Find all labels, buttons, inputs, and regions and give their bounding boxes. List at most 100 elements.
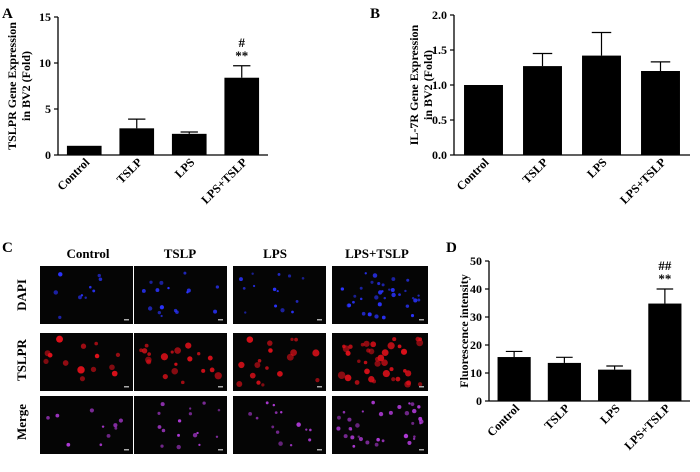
cell-tslpr xyxy=(360,342,365,347)
category-label-b: LPS+TSLP xyxy=(617,155,669,207)
y-tick-label-b: 1.0 xyxy=(432,78,447,92)
column-label-tslp: TSLP xyxy=(164,246,197,261)
cell-dapi xyxy=(251,272,254,275)
cell-merge xyxy=(309,428,312,432)
cell-dapi xyxy=(295,299,299,303)
scale-bar xyxy=(317,319,322,321)
scale-bar xyxy=(218,319,223,321)
bar-d xyxy=(648,303,682,401)
cell-tslpr xyxy=(160,353,169,361)
cell-tslpr xyxy=(374,360,381,367)
chart-d: 0 10 20 30 40 50 Fluorescence intensity Control… xyxy=(457,254,690,453)
category-label-a: LPS xyxy=(172,155,198,181)
cell-tslpr xyxy=(392,337,397,342)
cell-tslpr xyxy=(249,372,256,379)
cell-dapi xyxy=(391,277,396,282)
cell-tslpr xyxy=(265,366,269,370)
cell-merge xyxy=(177,419,182,423)
cell-tslpr xyxy=(268,348,273,353)
cell-merge xyxy=(118,418,123,423)
cell-tslpr xyxy=(368,348,375,355)
cell-merge xyxy=(343,434,348,439)
cell-tslpr xyxy=(111,370,118,377)
cell-merge xyxy=(408,402,411,405)
cell-merge xyxy=(296,422,301,427)
cell-dapi xyxy=(244,311,247,314)
micrograph-tslpr-control xyxy=(40,333,133,391)
cell-merge xyxy=(365,440,370,445)
cell-merge xyxy=(410,402,415,407)
cell-tslpr xyxy=(387,342,395,350)
cell-tslpr xyxy=(391,377,396,382)
cell-tslpr xyxy=(62,360,69,366)
cell-dapi xyxy=(97,273,101,278)
cell-dapi xyxy=(80,294,84,297)
cell-merge xyxy=(161,428,166,433)
cell-tslpr xyxy=(395,376,401,382)
y-axis-label-a: TSLPR Gene Expression xyxy=(5,22,19,150)
cell-tslpr xyxy=(261,383,265,387)
cell-merge xyxy=(99,443,103,447)
cell-tslpr xyxy=(403,369,407,373)
cell-tslpr xyxy=(174,362,178,366)
cell-merge xyxy=(113,423,118,428)
cell-tslpr xyxy=(342,345,350,353)
cell-tslpr xyxy=(162,373,168,380)
micrograph-merge-tslp xyxy=(134,396,227,454)
cell-dapi xyxy=(381,283,385,287)
cell-merge xyxy=(176,444,181,450)
cell-tslpr xyxy=(77,366,85,374)
cell-dapi xyxy=(175,310,179,314)
cell-dapi xyxy=(398,293,401,297)
scale-bar xyxy=(317,449,322,451)
cell-tslpr xyxy=(174,347,181,354)
cell-merge xyxy=(66,442,71,447)
cell-dapi xyxy=(58,315,62,319)
chart-a: 0 5 10 15 TSLPR Gene Expression in BV2 (Fold)… xyxy=(5,10,268,207)
significance-mark-a: ** xyxy=(235,48,248,63)
column-label-lps-tslp: LPS+TSLP xyxy=(345,246,409,261)
cell-merge xyxy=(357,435,360,438)
cell-tslpr xyxy=(185,342,192,349)
category-label-b: LPS xyxy=(584,155,610,181)
cell-dapi xyxy=(377,302,382,307)
bar-a xyxy=(66,145,102,155)
cell-tslpr xyxy=(294,337,298,342)
cell-merge xyxy=(352,444,356,448)
cell-dapi xyxy=(92,289,96,293)
y-axis-label-b: IL-7R Gene Expression xyxy=(407,24,421,145)
cell-merge xyxy=(55,413,60,418)
bar-b xyxy=(582,55,621,155)
scale-bar xyxy=(124,449,129,451)
cell-merge xyxy=(274,411,278,414)
cell-tslpr xyxy=(381,349,389,356)
cell-dapi xyxy=(242,286,246,290)
cell-dapi xyxy=(411,296,415,300)
cell-dapi xyxy=(370,280,374,284)
cell-dapi xyxy=(352,300,355,304)
cell-dapi xyxy=(391,292,396,298)
cell-merge xyxy=(361,410,364,413)
cell-tslpr xyxy=(417,382,423,387)
cell-tslpr xyxy=(406,380,412,386)
cell-merge xyxy=(412,437,416,441)
cell-dapi xyxy=(383,296,386,300)
cell-merge xyxy=(157,411,161,415)
cell-merge xyxy=(336,426,341,431)
cell-dapi xyxy=(141,289,146,293)
cell-dapi xyxy=(157,311,161,315)
cell-tslpr xyxy=(254,362,261,368)
y-tick-label-b: 0.5 xyxy=(432,113,447,127)
micrograph-dapi-tslp xyxy=(134,266,227,324)
cell-tslpr xyxy=(115,352,121,357)
row-label-merge: Merge xyxy=(14,404,29,440)
y-tick-label-d: 50 xyxy=(470,254,482,268)
cell-merge xyxy=(177,433,180,437)
cell-dapi xyxy=(58,272,63,277)
cell-merge xyxy=(198,443,201,446)
cell-dapi xyxy=(159,305,165,310)
y-tick-label-b: 0.0 xyxy=(432,148,447,162)
cell-dapi xyxy=(340,287,345,291)
y-tick-label-d: 10 xyxy=(470,366,482,380)
cell-tslpr xyxy=(357,359,361,363)
